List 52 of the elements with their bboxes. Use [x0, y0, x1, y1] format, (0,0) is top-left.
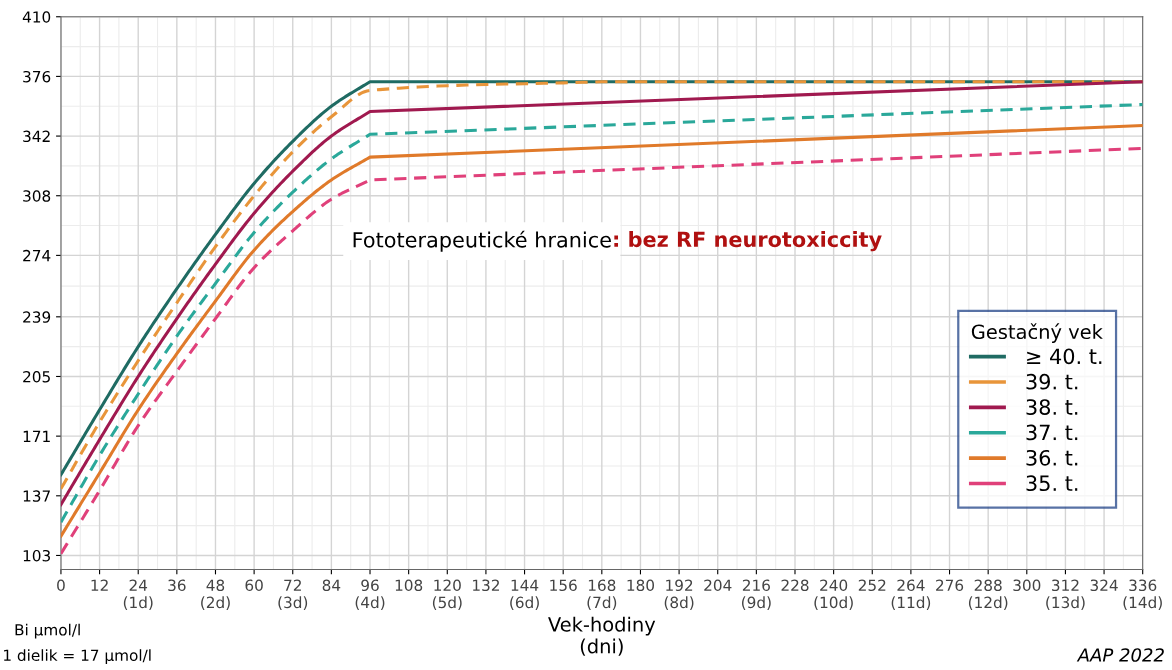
x-tick-label: 204: [704, 579, 732, 592]
x-tick-label: 180: [627, 579, 655, 592]
x-tick-label: 252: [858, 579, 886, 592]
legend-title: Gestačný vek: [971, 323, 1103, 343]
legend-label: 39. t.: [1026, 373, 1078, 390]
x-tick-label: 168 (7d): [587, 579, 617, 610]
y-tick-label: 137: [23, 490, 50, 502]
x-tick-label: 240 (10d): [814, 579, 853, 610]
x-tick-label: 228: [781, 579, 809, 592]
legend-label: 38. t.: [1026, 399, 1078, 415]
x-tick-label: 144 (6d): [510, 579, 539, 610]
legend-label: ≥ 40. t.: [1027, 348, 1102, 365]
x-tick-label: 216 (9d): [742, 579, 771, 610]
x-tick-label: 120 (5d): [432, 579, 462, 610]
y-tick-label: 376: [23, 70, 51, 83]
y-tick-label: 410: [22, 11, 51, 23]
text: Bi µmol/l: [15, 623, 80, 639]
legend-label: 37. t.: [1026, 424, 1078, 441]
x-tick-label: 24 (1d): [123, 579, 153, 610]
x-tick-label: 264 (11d): [891, 579, 931, 610]
text: 1 dielik = 17 µmol/l: [4, 649, 151, 664]
legend-label: 36. t.: [1026, 449, 1078, 466]
x-tick-label: 48 (2d): [201, 579, 230, 610]
text: AAP 2022: [1076, 648, 1164, 662]
y-tick-label: 342: [23, 130, 50, 143]
x-tick-label: 0: [57, 579, 65, 592]
x-tick-label: 324: [1090, 579, 1118, 592]
x-tick-label: 36: [168, 579, 186, 592]
y-tick-label: 171: [23, 430, 50, 442]
x-tick-label: 288 (12d): [968, 579, 1008, 610]
x-tick-label: 312 (13d): [1046, 579, 1085, 610]
x-tick-label: 96 (4d): [355, 579, 385, 610]
x-tick-label: 132: [473, 579, 499, 592]
y-tick-label: 308: [23, 190, 51, 202]
annotation: Fototerapeutické hranice: [353, 230, 611, 252]
x-tick-label: 60: [245, 579, 263, 592]
y-tick-label: 239: [23, 311, 51, 323]
x-tick-label: 276: [936, 579, 964, 592]
y-tick-label: 205: [23, 370, 50, 383]
x-tick-label: 108: [395, 579, 423, 592]
x-tick-label: 300: [1013, 579, 1041, 592]
x-tick-label: 72 (3d): [278, 579, 308, 610]
legend-label: 35. t.: [1026, 475, 1078, 492]
x-tick-label: 336 (14d): [1123, 579, 1162, 610]
x-axis-title: Vek-hodiny (dni): [548, 616, 656, 656]
x-tick-label: 12: [91, 579, 108, 591]
x-tick-label: 192 (8d): [664, 579, 694, 610]
y-tick-label: 274: [23, 249, 51, 262]
x-tick-label: 84: [322, 579, 341, 592]
annotation: : bez RF neurotoxiccity: [614, 231, 882, 252]
y-tick-label: 103: [23, 549, 50, 562]
x-tick-label: 156: [550, 579, 577, 592]
